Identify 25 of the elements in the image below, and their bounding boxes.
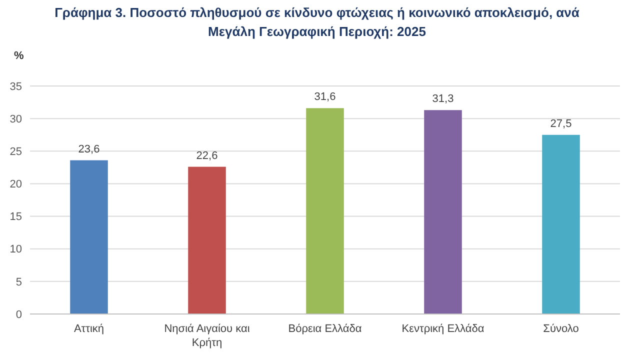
bar — [542, 134, 580, 314]
bar — [306, 108, 344, 314]
bar — [424, 110, 462, 314]
y-tick-label: 20 — [10, 178, 22, 191]
x-tick-label: Αττική — [74, 323, 104, 335]
data-label: 31,3 — [432, 93, 454, 106]
bar — [70, 160, 108, 314]
x-tick-label: Σύνολο — [543, 323, 579, 335]
x-tick-label: Κεντρική Ελλάδα — [402, 323, 485, 335]
bar — [188, 166, 226, 314]
x-tick-label: Νησιά Αιγαίου και Κρήτη — [164, 323, 250, 349]
chart-title: Γράφημα 3. Ποσοστό πληθυσμού σε κίνδυνο φτώχειας ή κοινωνικό αποκλεισμό, ανά Μεγάλη Γεωγραφική Περιοχή: 2025 — [54, 5, 580, 39]
data-label: 27,5 — [550, 118, 572, 130]
y-tick-label: 35 — [10, 80, 22, 93]
data-label: 31,6 — [314, 91, 336, 104]
y-tick-label: 30 — [10, 113, 22, 126]
x-tick-label: Βόρεια Ελλάδα — [288, 323, 362, 335]
y-tick-label: 15 — [10, 211, 22, 224]
y-tick-label: 0 — [16, 308, 22, 321]
y-axis-title: % — [14, 50, 24, 62]
y-tick-label: 5 — [16, 276, 22, 288]
data-label: 22,6 — [196, 150, 218, 162]
y-tick-label: 10 — [10, 244, 22, 256]
y-tick-label: 25 — [10, 146, 22, 158]
data-label: 23,6 — [78, 143, 100, 156]
